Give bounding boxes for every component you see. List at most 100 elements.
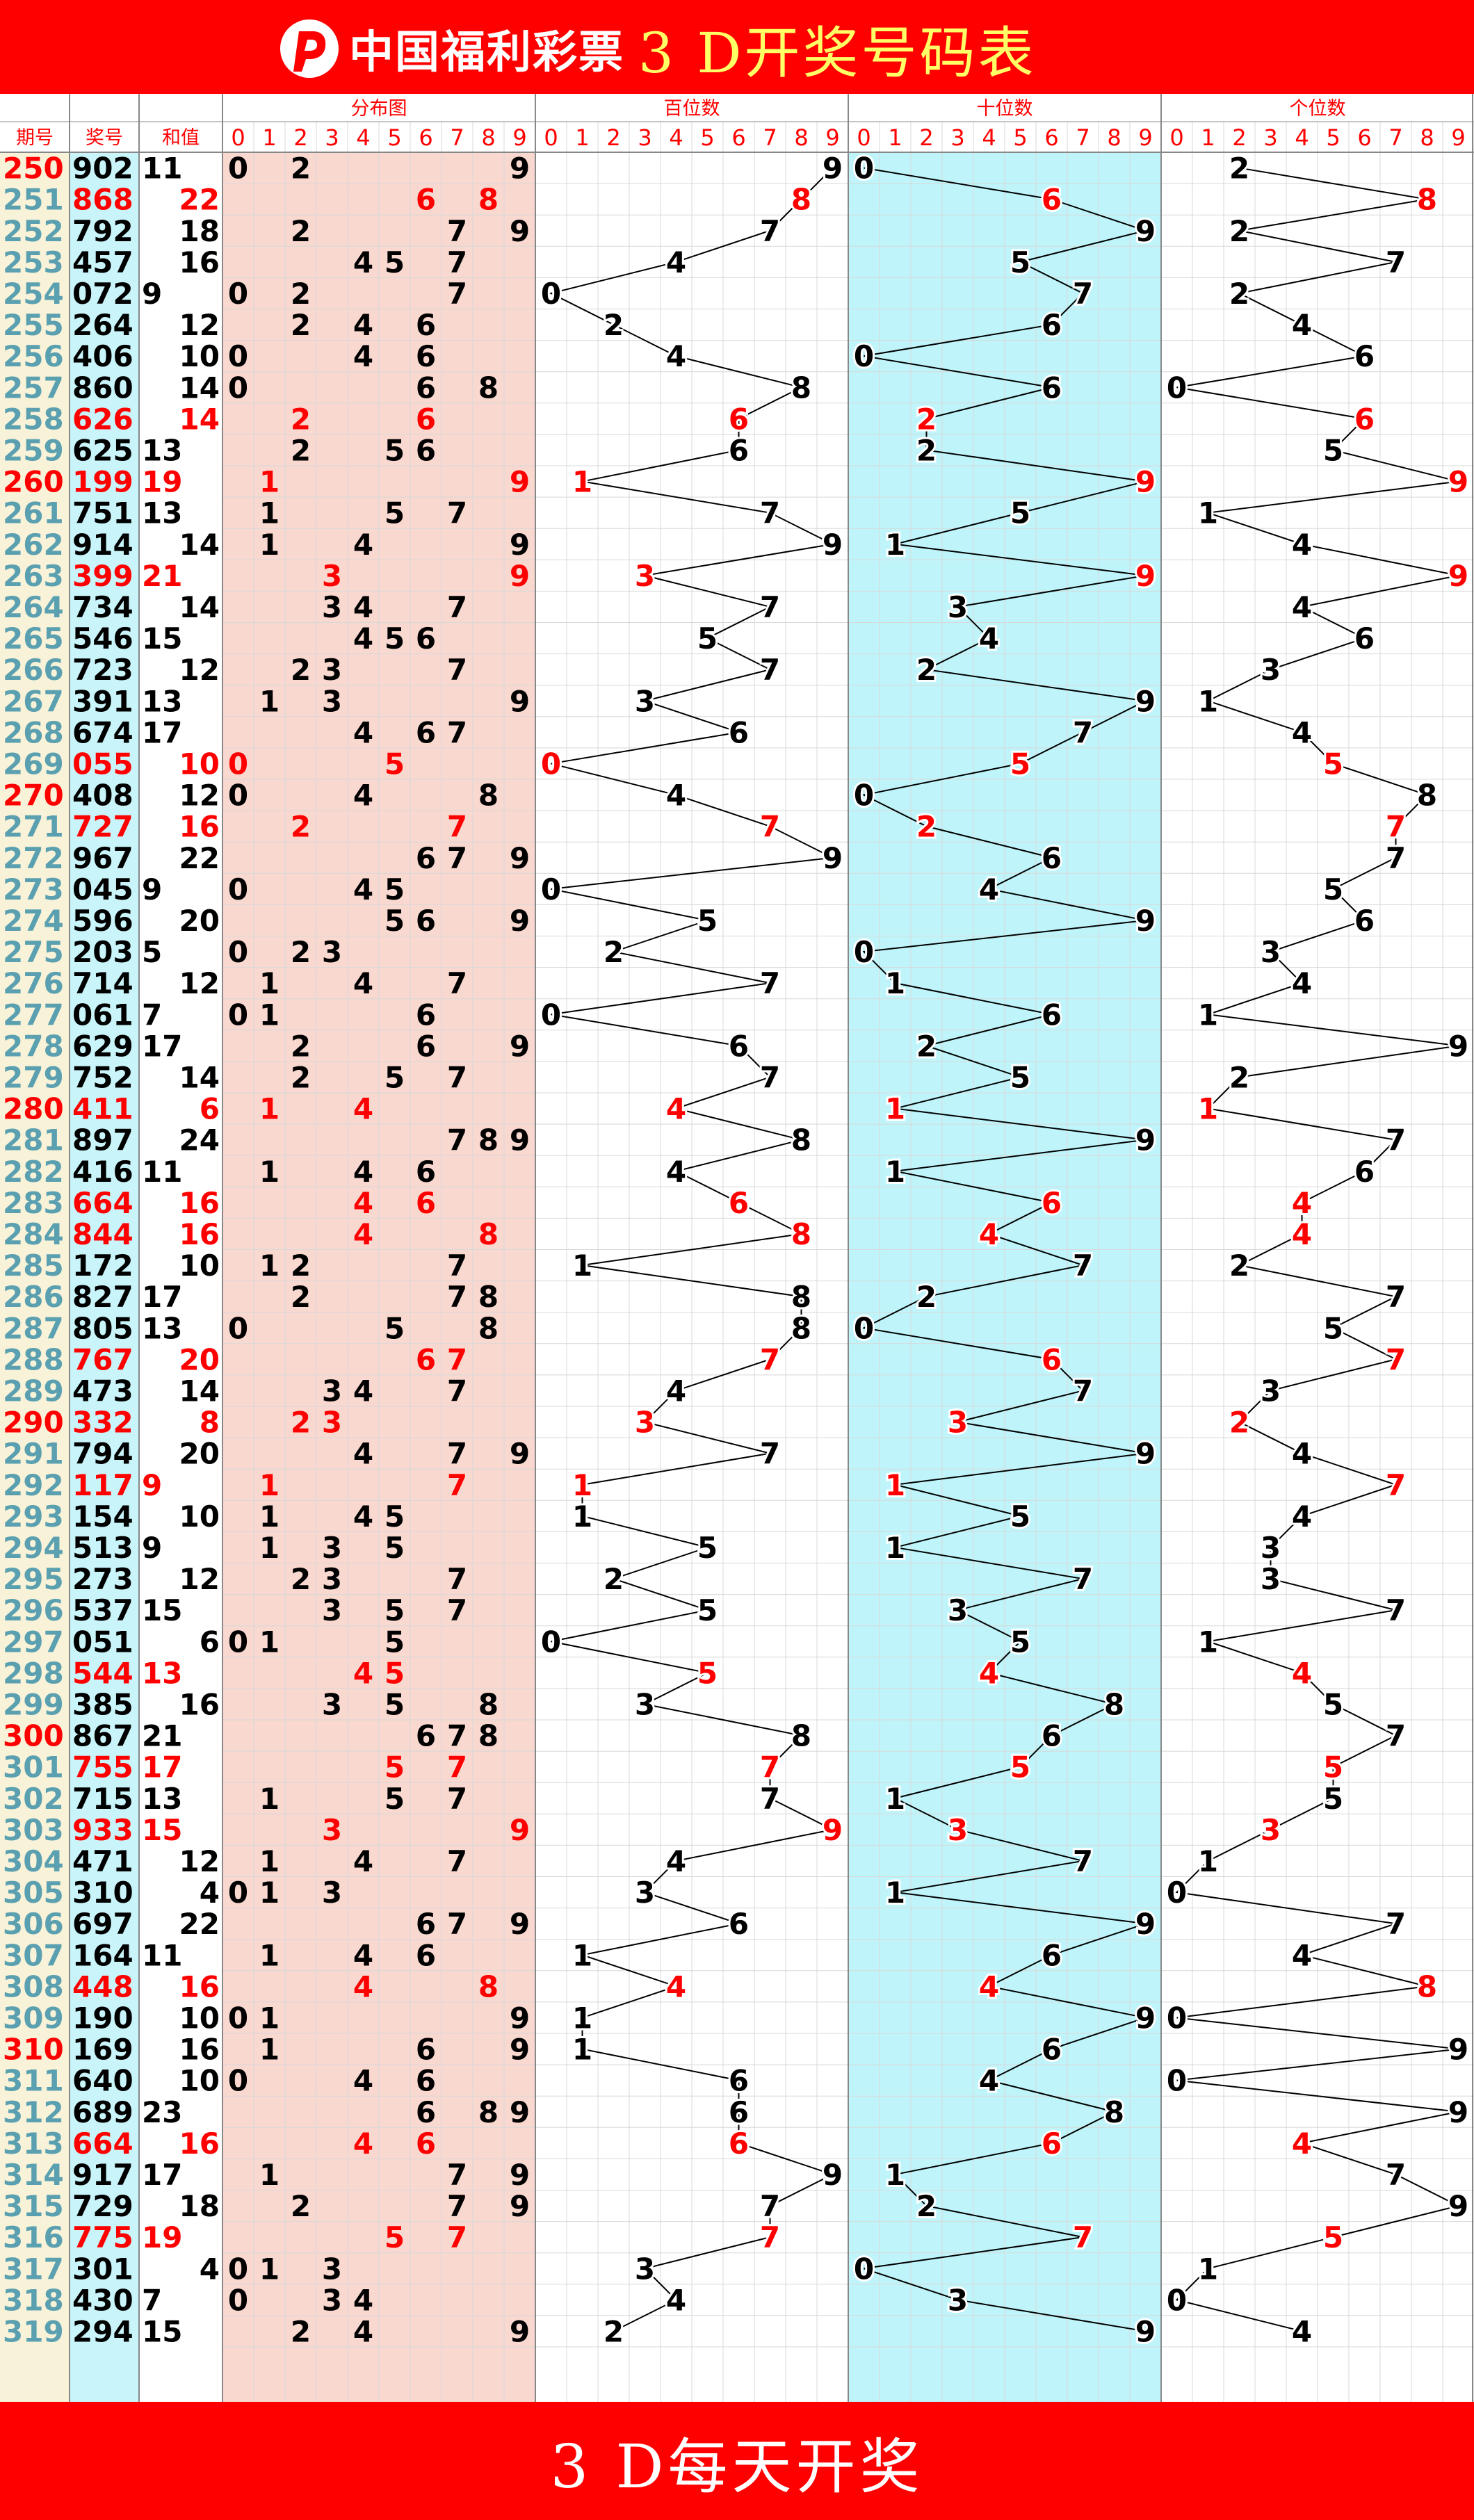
hundreds-digit-mark: 4 xyxy=(666,1374,686,1408)
period-label: 265 xyxy=(3,621,64,656)
period-label: 297 xyxy=(3,1625,64,1659)
hundreds-digit-mark: 3 xyxy=(635,1406,655,1440)
distribution-mark: 5 xyxy=(384,1656,405,1690)
hundreds-digit-mark: 6 xyxy=(729,2127,749,2161)
hundreds-digit-mark: 7 xyxy=(760,1750,780,1785)
sum-value: 19 xyxy=(142,2220,182,2254)
hundreds-digit-mark: 4 xyxy=(666,1092,686,1126)
distribution-mark: 3 xyxy=(322,1593,342,1627)
distribution-mark: 1 xyxy=(259,2252,280,2286)
period-label: 305 xyxy=(3,1876,64,1910)
header-hundreds: 百位数 xyxy=(664,98,720,120)
sum-value: 10 xyxy=(179,2064,220,2098)
period-label: 294 xyxy=(3,1531,64,1565)
sum-value: 14 xyxy=(179,590,220,624)
distribution-mark: 7 xyxy=(447,1060,467,1094)
distribution-mark: 9 xyxy=(510,1029,530,1063)
sum-value: 10 xyxy=(179,747,220,781)
ones-digit-mark: 4 xyxy=(1292,590,1312,624)
tens-digit-mark: 6 xyxy=(1042,2033,1062,2067)
ones-digit-mark: 4 xyxy=(1292,1217,1312,1251)
header-ones-digit: 1 xyxy=(1201,124,1215,151)
ones-digit-mark: 1 xyxy=(1198,998,1218,1032)
hundreds-digit-mark: 6 xyxy=(729,1907,749,1941)
draw-number: 674 xyxy=(72,715,133,749)
ones-digit-mark: 8 xyxy=(1417,1969,1437,2003)
distribution-mark: 6 xyxy=(416,1938,436,1972)
distribution-mark: 4 xyxy=(353,966,373,1000)
draw-number: 264 xyxy=(72,308,133,342)
ones-digit-mark: 7 xyxy=(1386,245,1406,279)
draw-number: 734 xyxy=(72,590,133,624)
tens-digit-mark: 9 xyxy=(1135,559,1156,593)
distribution-mark: 4 xyxy=(353,1374,373,1408)
tens-digit-mark: 9 xyxy=(1135,1907,1156,1941)
draw-number: 723 xyxy=(72,653,133,687)
distribution-mark: 6 xyxy=(416,1342,436,1376)
distribution-mark: 5 xyxy=(384,747,405,781)
hundreds-digit-mark: 2 xyxy=(604,2314,624,2348)
ones-digit-mark: 7 xyxy=(1386,1907,1406,1941)
ones-digit-mark: 3 xyxy=(1261,1813,1281,1847)
distribution-mark: 4 xyxy=(353,528,373,562)
draw-number: 448 xyxy=(72,1969,133,2003)
ones-digit-mark: 4 xyxy=(1292,2314,1312,2348)
ones-digit-mark: 2 xyxy=(1229,152,1249,186)
period-label: 273 xyxy=(3,872,64,907)
hundreds-digit-mark: 6 xyxy=(729,433,749,467)
period-label: 278 xyxy=(3,1029,64,1063)
draw-number: 172 xyxy=(72,1249,133,1283)
draw-number: 154 xyxy=(72,1499,133,1534)
sum-value: 16 xyxy=(179,1217,220,1251)
hundreds-digit-mark: 3 xyxy=(635,559,655,593)
draw-number: 473 xyxy=(72,1374,133,1408)
ones-digit-mark: 6 xyxy=(1354,1155,1375,1189)
sum-value: 12 xyxy=(179,1844,220,1878)
draw-number: 406 xyxy=(72,339,133,373)
period-label: 274 xyxy=(3,904,64,938)
tens-digit-mark: 0 xyxy=(854,779,874,813)
draw-number: 729 xyxy=(72,2189,133,2223)
distribution-mark: 4 xyxy=(353,1844,373,1878)
distribution-mark: 0 xyxy=(228,2001,248,2035)
sum-value: 12 xyxy=(179,308,220,342)
header-ones-digit: 2 xyxy=(1232,124,1246,151)
period-label: 267 xyxy=(3,684,64,718)
distribution-mark: 5 xyxy=(384,1625,405,1659)
ones-digit-mark: 1 xyxy=(1198,684,1218,718)
tens-digit-mark: 4 xyxy=(979,872,999,907)
period-label: 258 xyxy=(3,402,64,436)
sum-value: 11 xyxy=(142,1155,182,1189)
distribution-mark: 9 xyxy=(510,465,530,499)
period-label: 280 xyxy=(3,1092,64,1126)
draw-number: 169 xyxy=(72,2033,133,2067)
hundreds-digit-mark: 1 xyxy=(572,1938,592,1972)
distribution-mark: 9 xyxy=(510,904,530,938)
tens-digit-mark: 2 xyxy=(916,2189,937,2223)
sum-value: 20 xyxy=(179,1342,220,1376)
sum-value: 14 xyxy=(179,528,220,562)
sum-value: 13 xyxy=(142,433,182,467)
ones-digit-mark: 8 xyxy=(1417,779,1437,813)
period-label: 293 xyxy=(3,1499,64,1534)
sum-value: 5 xyxy=(142,935,162,969)
distribution-mark: 6 xyxy=(416,715,436,749)
distribution-mark: 7 xyxy=(447,841,467,875)
tens-digit-mark: 9 xyxy=(1135,214,1156,248)
draw-number: 917 xyxy=(72,2158,133,2192)
distribution-mark: 8 xyxy=(478,183,499,217)
header-distribution-digit: 5 xyxy=(387,124,401,151)
draw-number: 294 xyxy=(72,2314,133,2348)
distribution-mark: 1 xyxy=(259,1092,280,1126)
hundreds-digit-mark: 2 xyxy=(604,308,624,342)
distribution-mark: 2 xyxy=(291,433,311,467)
period-label: 281 xyxy=(3,1123,64,1157)
sum-value: 15 xyxy=(142,2314,182,2348)
period-label: 264 xyxy=(3,590,64,624)
distribution-mark: 8 xyxy=(478,779,499,813)
period-label: 253 xyxy=(3,245,64,279)
sum-value: 17 xyxy=(142,715,182,749)
sum-value: 10 xyxy=(179,1249,220,1283)
distribution-mark: 1 xyxy=(259,1531,280,1565)
sum-value: 12 xyxy=(179,966,220,1000)
